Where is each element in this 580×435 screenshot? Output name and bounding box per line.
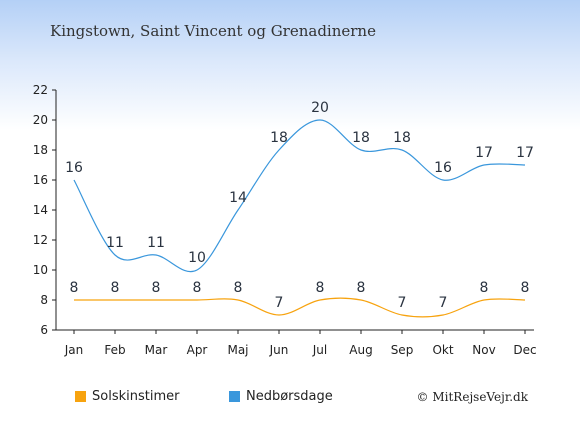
x-tick-label: Nov [472, 343, 495, 357]
legend-swatch-sun [75, 391, 86, 402]
y-tick-label: 6 [40, 323, 48, 337]
legend-label-sun: Solskinstimer [92, 389, 180, 404]
data-label-rain: 18 [393, 130, 411, 146]
data-label-rain: 14 [229, 190, 247, 206]
data-label-sun: 7 [439, 295, 448, 311]
data-label-sun: 7 [398, 295, 407, 311]
data-label-rain: 11 [147, 235, 165, 251]
data-label-sun: 8 [111, 280, 120, 296]
data-label-rain: 18 [270, 130, 288, 146]
data-label-sun: 8 [480, 280, 489, 296]
x-tick-label: Feb [104, 343, 125, 357]
y-tick-label: 10 [33, 263, 48, 277]
credit-text: © MitRejseVejr.dk [416, 390, 528, 404]
data-label-sun: 8 [234, 280, 243, 296]
data-label-rain: 18 [352, 130, 370, 146]
x-tick-label: Jan [64, 343, 84, 357]
legend-item-sun: Solskinstimer [75, 389, 179, 404]
y-tick-label: 8 [40, 293, 48, 307]
y-tick-label: 14 [33, 203, 48, 217]
x-tick-label: Apr [187, 343, 208, 357]
data-label-rain: 17 [475, 145, 493, 161]
data-label-sun: 8 [193, 280, 202, 296]
data-label-sun: 8 [316, 280, 325, 296]
legend-item-rain: Nedbørsdage [229, 389, 333, 404]
data-label-rain: 16 [434, 160, 452, 176]
data-label-sun: 8 [70, 280, 79, 296]
y-tick-label: 12 [33, 233, 48, 247]
data-label-sun: 8 [521, 280, 530, 296]
x-tick-label: Mar [145, 343, 168, 357]
x-tick-label: Maj [227, 343, 248, 357]
y-tick-label: 20 [33, 113, 48, 127]
y-tick-label: 22 [33, 83, 48, 97]
series-line-rain [73, 119, 526, 273]
data-label-sun: 7 [275, 295, 284, 311]
data-label-rain: 11 [106, 235, 124, 251]
legend-swatch-rain [229, 391, 240, 402]
data-label-sun: 8 [152, 280, 161, 296]
y-tick-label: 18 [33, 143, 48, 157]
data-label-rain: 10 [188, 250, 206, 266]
data-label-rain: 17 [516, 145, 534, 161]
chart-title: Kingstown, Saint Vincent og Grenadinerne [50, 22, 376, 40]
data-label-sun: 8 [357, 280, 366, 296]
data-label-rain: 20 [311, 100, 329, 116]
data-label-rain: 16 [65, 160, 83, 176]
x-tick-label: Aug [349, 343, 372, 357]
legend-label-rain: Nedbørsdage [246, 389, 333, 404]
x-tick-label: Jun [269, 343, 289, 357]
x-tick-label: Jul [312, 343, 327, 357]
x-tick-label: Okt [432, 343, 453, 357]
x-tick-label: Sep [391, 343, 414, 357]
x-tick-label: Dec [513, 343, 536, 357]
y-tick-label: 16 [33, 173, 48, 187]
series-line-sun [73, 297, 526, 318]
